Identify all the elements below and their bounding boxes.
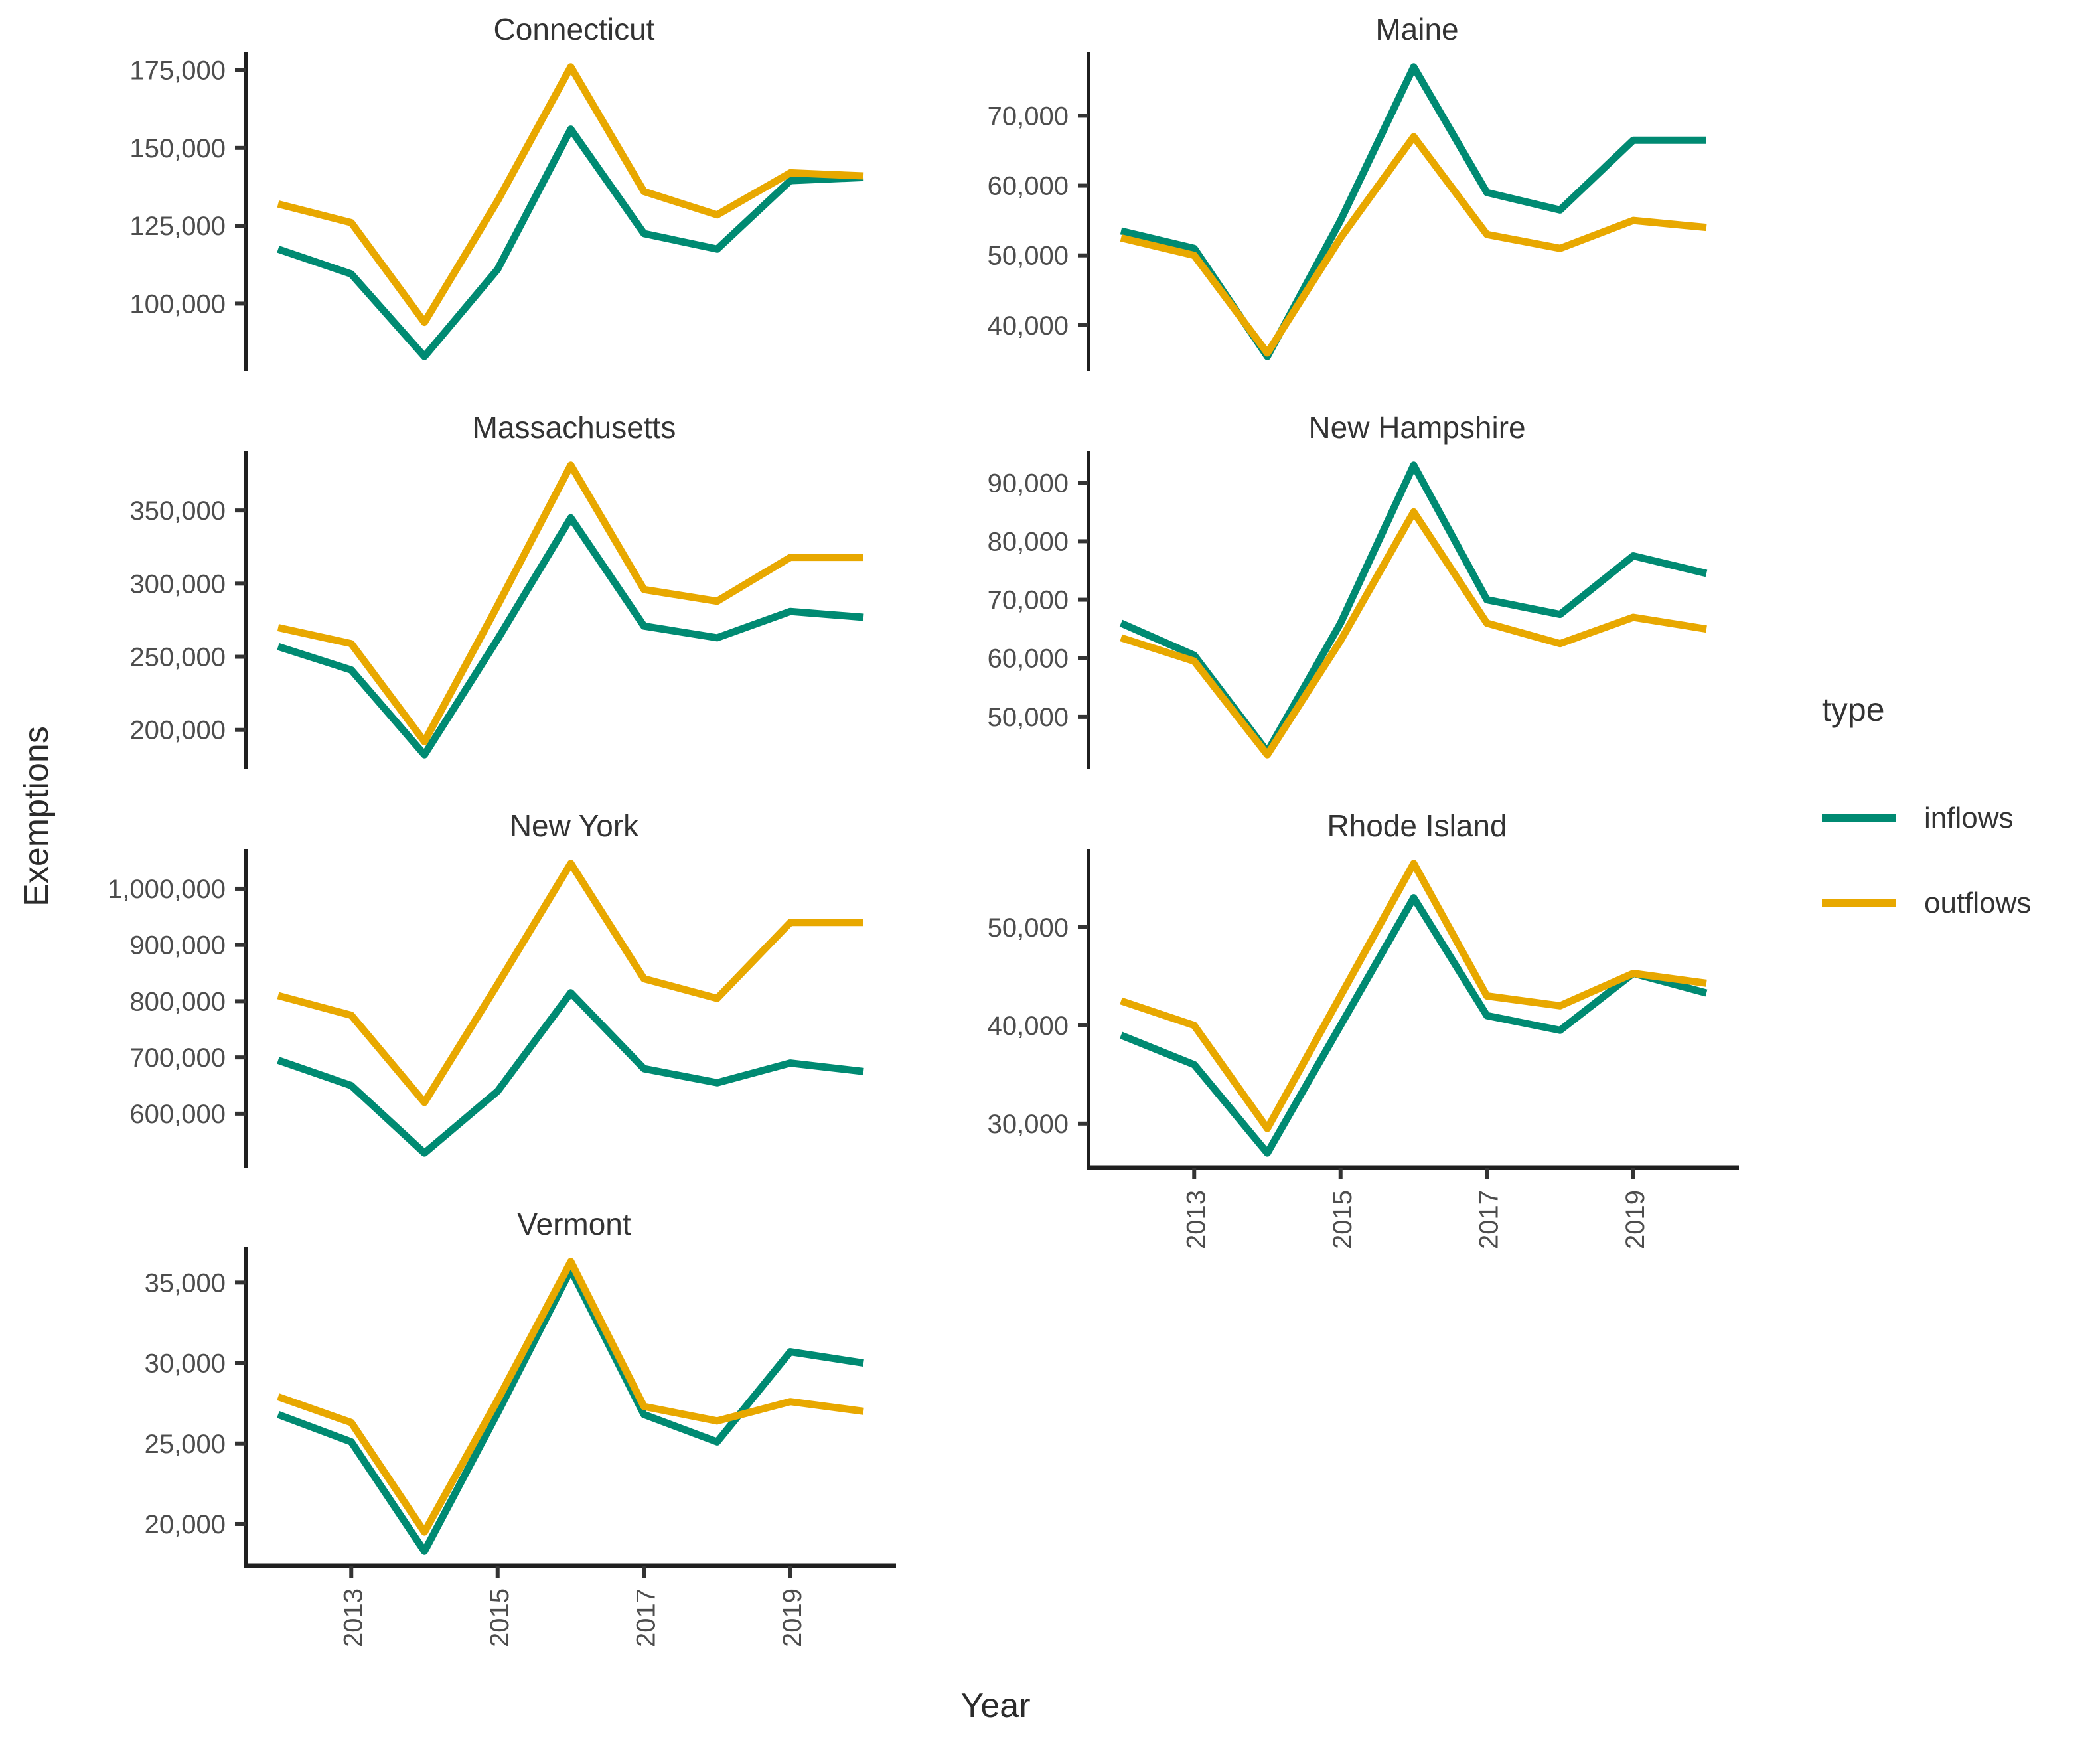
y-tick-label: 100,000 bbox=[129, 289, 226, 319]
inflows-line bbox=[277, 1266, 864, 1555]
legend-label: outflows bbox=[1924, 887, 2032, 919]
x-axis-title: Year bbox=[960, 1687, 1031, 1725]
y-tick-label: 700,000 bbox=[129, 1043, 226, 1073]
y-tick-label: 1,000,000 bbox=[108, 875, 226, 904]
y-tick-label: 900,000 bbox=[129, 931, 226, 960]
y-tick-label: 35,000 bbox=[145, 1268, 226, 1298]
y-tick-label: 250,000 bbox=[129, 643, 226, 672]
outflows-line bbox=[277, 63, 864, 327]
outflows-line bbox=[1120, 508, 1707, 759]
y-tick-label: 40,000 bbox=[988, 1012, 1069, 1041]
facet-panel-new-york: 600,000 700,000 800,000 900,000 1,000,000 bbox=[108, 849, 864, 1168]
y-tick-label: 50,000 bbox=[988, 242, 1069, 271]
facet-rhode-island: Rhode Island 30,000 40,000 50,000 2013 2015 2… bbox=[903, 806, 1746, 1249]
facet-title: Rhode Island bbox=[1327, 808, 1507, 843]
outflows-swatch-icon bbox=[1822, 899, 1896, 907]
legend-item-outflows: outflows bbox=[1822, 887, 2031, 920]
facet-panel-vermont: 20,000 25,000 30,000 35,000 2013 2015 2017 2019 bbox=[145, 1247, 896, 1647]
facet-panel-rhode-island: 30,000 40,000 50,000 2013 2015 2017 2019 bbox=[988, 849, 1739, 1249]
y-tick-label: 70,000 bbox=[988, 586, 1069, 615]
facet-panel-new-hampshire: 50,000 60,000 70,000 80,000 90,000 bbox=[988, 451, 1708, 769]
inflows-line bbox=[277, 125, 864, 360]
outflows-line bbox=[277, 1258, 864, 1536]
facet-panel-connecticut: 100,000 125,000 150,000 175,000 bbox=[129, 52, 864, 371]
y-tick-label: 30,000 bbox=[988, 1110, 1069, 1139]
facet-panel-maine: 40,000 50,000 60,000 70,000 bbox=[988, 52, 1707, 371]
y-tick-label: 25,000 bbox=[145, 1430, 226, 1459]
x-tick-label: 2019 bbox=[1621, 1190, 1650, 1249]
outflows-line bbox=[277, 860, 863, 1106]
x-tick-label: 2013 bbox=[338, 1588, 368, 1647]
x-tick-label: 2017 bbox=[631, 1588, 660, 1647]
facet-panel-massachusetts: 200,000 250,000 300,000 350,000 bbox=[129, 451, 864, 769]
facet-title: New York bbox=[509, 808, 639, 843]
facet-new-hampshire: New Hampshire 50,000 60,000 70,000 80,000 90… bbox=[903, 408, 1746, 806]
y-tick-label: 800,000 bbox=[129, 987, 226, 1016]
legend: type inflows outflows bbox=[1822, 690, 2031, 972]
facet-title: Connecticut bbox=[493, 12, 655, 46]
outflows-line bbox=[277, 461, 863, 745]
y-axis-title: Exemptions bbox=[17, 726, 56, 907]
outflows-line bbox=[1120, 860, 1707, 1132]
facet-title: Maine bbox=[1375, 12, 1459, 46]
inflows-swatch-icon bbox=[1822, 814, 1896, 822]
y-tick-label: 50,000 bbox=[988, 913, 1069, 943]
y-tick-label: 60,000 bbox=[988, 172, 1069, 201]
y-tick-label: 200,000 bbox=[129, 716, 226, 745]
facet-maine: Maine 40,000 50,000 60,000 70,000 bbox=[903, 10, 1746, 408]
facet-connecticut: Connecticut 100,000 125,000 150,000 175,000 bbox=[60, 10, 903, 408]
facet-grid: Connecticut 100,000 125,000 150,000 175,000… bbox=[60, 10, 1746, 1647]
facet-title: Vermont bbox=[517, 1207, 631, 1241]
legend-label: inflows bbox=[1924, 802, 2014, 834]
inflows-line bbox=[1119, 894, 1708, 1157]
y-tick-label: 350,000 bbox=[129, 496, 226, 526]
y-tick-label: 50,000 bbox=[988, 703, 1069, 732]
y-tick-label: 30,000 bbox=[145, 1349, 226, 1379]
inflows-line bbox=[277, 514, 864, 759]
legend-item-inflows: inflows bbox=[1822, 802, 2031, 835]
y-tick-label: 600,000 bbox=[129, 1100, 226, 1129]
inflows-line bbox=[1119, 461, 1708, 756]
outflows-line bbox=[1120, 133, 1707, 357]
facet-new-york: New York 600,000 700,000 800,000 900,000 1,0… bbox=[60, 806, 903, 1205]
y-tick-label: 175,000 bbox=[129, 56, 226, 86]
inflows-line bbox=[1120, 63, 1706, 360]
facet-title: New Hampshire bbox=[1308, 410, 1526, 445]
y-tick-label: 150,000 bbox=[129, 134, 226, 163]
x-tick-label: 2017 bbox=[1474, 1190, 1503, 1249]
facet-title: Massachusetts bbox=[472, 410, 676, 445]
facet-massachusetts: Massachusetts 200,000 250,000 300,000 350,0… bbox=[60, 408, 903, 806]
y-tick-label: 60,000 bbox=[988, 644, 1069, 674]
inflows-line bbox=[277, 989, 864, 1157]
x-tick-label: 2015 bbox=[485, 1588, 514, 1647]
x-tick-label: 2019 bbox=[778, 1588, 807, 1647]
y-tick-label: 20,000 bbox=[145, 1510, 226, 1539]
y-tick-label: 90,000 bbox=[988, 469, 1069, 498]
y-tick-label: 300,000 bbox=[129, 569, 226, 599]
legend-title: type bbox=[1822, 691, 1885, 728]
facet-vermont: Vermont 20,000 25,000 30,000 35,000 2013 2015… bbox=[60, 1205, 903, 1647]
x-tick-label: 2015 bbox=[1328, 1190, 1357, 1249]
y-tick-label: 70,000 bbox=[988, 102, 1069, 131]
x-tick-label: 2013 bbox=[1181, 1190, 1211, 1249]
y-tick-label: 80,000 bbox=[988, 527, 1069, 556]
y-tick-label: 40,000 bbox=[988, 311, 1069, 341]
y-tick-label: 125,000 bbox=[129, 212, 226, 241]
